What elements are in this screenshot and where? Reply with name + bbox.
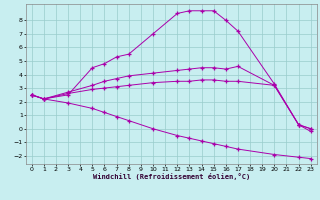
X-axis label: Windchill (Refroidissement éolien,°C): Windchill (Refroidissement éolien,°C) bbox=[92, 173, 250, 180]
